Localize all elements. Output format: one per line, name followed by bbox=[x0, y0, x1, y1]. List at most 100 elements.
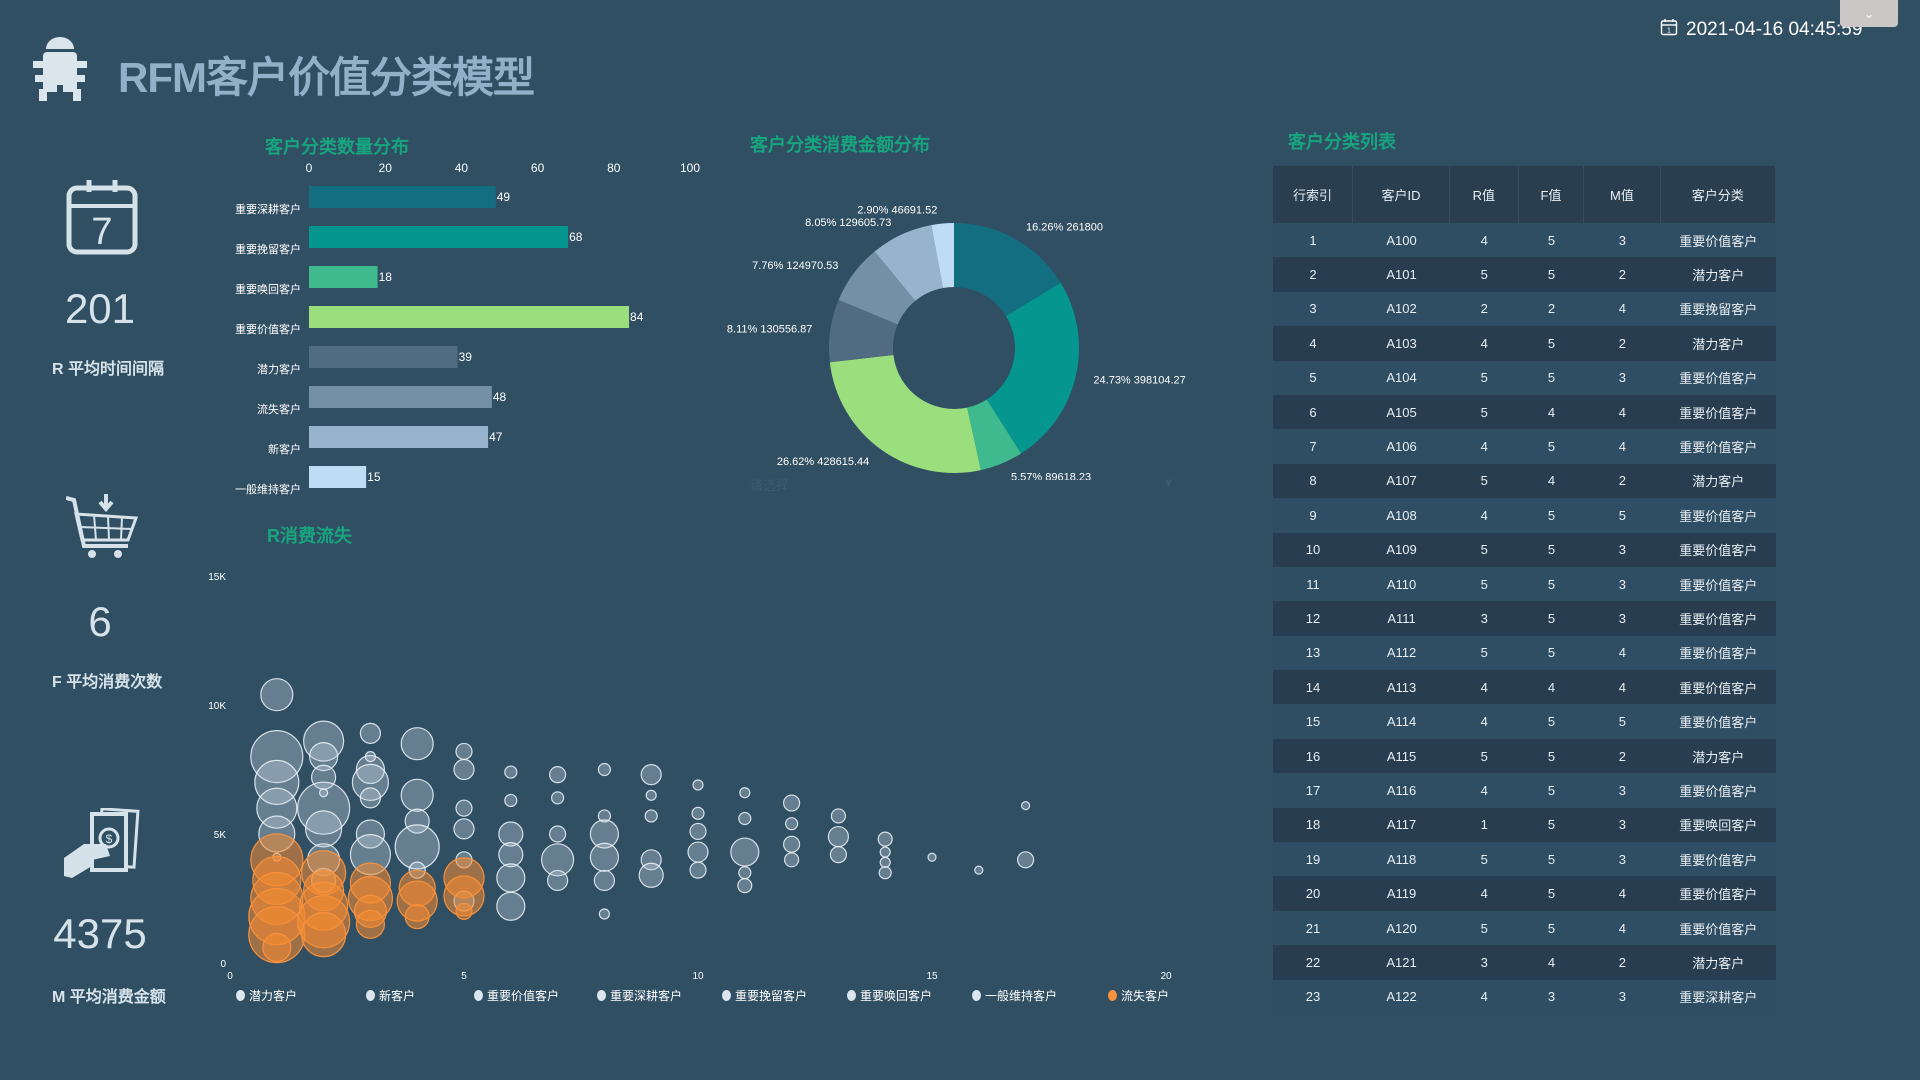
legend-item[interactable]: 重要挽留客户 bbox=[722, 987, 807, 1004]
bubble-point[interactable] bbox=[1020, 801, 1031, 811]
bubble-point[interactable] bbox=[355, 909, 385, 939]
bubble-point[interactable] bbox=[304, 810, 343, 848]
bubble-point[interactable] bbox=[830, 808, 847, 824]
bubble-point[interactable] bbox=[739, 787, 751, 799]
table-row[interactable]: 5 A104 5 5 3 重要价值客户 bbox=[1273, 360, 1776, 395]
bubble-point[interactable] bbox=[250, 730, 304, 784]
bubble-point[interactable] bbox=[692, 779, 704, 791]
table-row[interactable]: 2 A101 5 5 2 潜力客户 bbox=[1273, 257, 1776, 292]
bubble-point[interactable] bbox=[541, 843, 575, 877]
table-row[interactable]: 14 A113 4 4 4 重要价值客户 bbox=[1273, 670, 1776, 705]
bubble-point[interactable] bbox=[730, 837, 760, 867]
column-header[interactable]: M值 bbox=[1584, 166, 1661, 223]
bubble-point[interactable] bbox=[300, 912, 347, 958]
bar[interactable] bbox=[309, 466, 367, 488]
bubble-point[interactable] bbox=[549, 766, 567, 784]
table-row[interactable]: 9 A108 4 5 5 重要价值客户 bbox=[1273, 498, 1776, 533]
bubble-point[interactable] bbox=[302, 720, 345, 762]
bubble-point[interactable] bbox=[455, 799, 473, 817]
bubble-point[interactable] bbox=[738, 866, 752, 880]
legend-item[interactable]: 潜力客户 bbox=[236, 987, 297, 1004]
bubble-point[interactable] bbox=[256, 787, 298, 829]
bubble-point[interactable] bbox=[597, 809, 611, 823]
bubble-point[interactable] bbox=[640, 764, 662, 786]
table-row[interactable]: 23 A122 4 3 3 重要深耕客户 bbox=[1273, 979, 1776, 1014]
bubble-point[interactable] bbox=[308, 742, 339, 772]
bubble-point[interactable] bbox=[597, 762, 611, 777]
table-row[interactable]: 17 A116 4 5 3 重要价值客户 bbox=[1273, 773, 1776, 808]
bubble-point[interactable] bbox=[453, 818, 475, 840]
donut-slice[interactable] bbox=[986, 282, 1079, 454]
bubble-point[interactable] bbox=[498, 842, 524, 868]
bubble-point[interactable] bbox=[547, 869, 569, 892]
bubble-point[interactable] bbox=[784, 817, 799, 831]
bubble-point[interactable] bbox=[589, 819, 619, 849]
table-row[interactable]: 8 A107 5 4 2 潜力客户 bbox=[1273, 463, 1776, 499]
table-row[interactable]: 13 A112 5 5 4 重要价值客户 bbox=[1273, 635, 1776, 671]
bubble-point[interactable] bbox=[638, 862, 664, 888]
bubble-point[interactable] bbox=[455, 902, 473, 920]
table-row[interactable]: 1 A100 4 5 3 重要价值客户 bbox=[1273, 223, 1776, 258]
bar[interactable] bbox=[309, 226, 569, 248]
bar[interactable] bbox=[309, 386, 492, 408]
column-header[interactable]: F值 bbox=[1518, 166, 1585, 223]
bubble-point[interactable] bbox=[689, 822, 707, 841]
legend-item[interactable]: 重要唤回客户 bbox=[847, 987, 932, 1004]
bubble-point[interactable] bbox=[355, 754, 385, 785]
bubble-point[interactable] bbox=[589, 842, 619, 872]
collapse-tab-button[interactable]: ⌄ bbox=[1840, 0, 1898, 27]
bubble-point[interactable] bbox=[400, 778, 434, 812]
bar[interactable] bbox=[309, 266, 378, 288]
table-row[interactable]: 7 A106 4 5 4 重要价值客户 bbox=[1273, 429, 1776, 464]
table-row[interactable]: 16 A115 5 5 2 潜力客户 bbox=[1273, 738, 1776, 774]
table-row[interactable]: 10 A109 5 5 3 重要价值客户 bbox=[1273, 532, 1776, 567]
category-select[interactable]: 请选择 ▼ bbox=[750, 475, 1175, 494]
bubble-point[interactable] bbox=[355, 819, 385, 849]
table-row[interactable]: 4 A103 4 5 2 潜力客户 bbox=[1273, 326, 1776, 361]
bar[interactable] bbox=[309, 426, 489, 448]
bubble-point[interactable] bbox=[782, 794, 801, 812]
donut-slice[interactable] bbox=[874, 225, 943, 301]
legend-item[interactable]: 重要深耕客户 bbox=[597, 987, 682, 1004]
bubble-point[interactable] bbox=[782, 835, 801, 853]
donut-slice[interactable] bbox=[931, 223, 954, 289]
bubble-point[interactable] bbox=[260, 678, 294, 712]
bubble-point[interactable] bbox=[1016, 851, 1035, 869]
table-row[interactable]: 15 A114 4 5 5 重要价值客户 bbox=[1273, 704, 1776, 739]
legend-item[interactable]: 流失客户 bbox=[1108, 987, 1169, 1004]
bubble-point[interactable] bbox=[364, 751, 376, 763]
bubble-point[interactable] bbox=[687, 841, 709, 863]
bubble-point[interactable] bbox=[453, 758, 475, 781]
bubble-point[interactable] bbox=[645, 789, 657, 801]
bubble-point[interactable] bbox=[504, 793, 518, 808]
bubble-point[interactable] bbox=[738, 811, 752, 826]
bubble-point[interactable] bbox=[879, 846, 891, 858]
bar[interactable] bbox=[309, 306, 630, 328]
table-row[interactable]: 11 A110 5 5 3 重要价值客户 bbox=[1273, 566, 1776, 602]
bubble-point[interactable] bbox=[254, 759, 300, 805]
donut-slice[interactable] bbox=[954, 223, 1061, 317]
bubble-point[interactable] bbox=[927, 852, 937, 862]
column-header[interactable]: 客户ID bbox=[1353, 166, 1450, 223]
bubble-point[interactable] bbox=[404, 808, 430, 834]
bubble-point[interactable] bbox=[351, 763, 389, 801]
table-row[interactable]: 3 A102 2 2 4 重要挽留客户 bbox=[1273, 291, 1776, 327]
table-row[interactable]: 18 A117 1 5 3 重要唤回客户 bbox=[1273, 807, 1776, 843]
legend-item[interactable]: 重要价值客户 bbox=[474, 987, 559, 1004]
bubble-point[interactable] bbox=[498, 821, 524, 847]
bubble-point[interactable] bbox=[296, 781, 351, 835]
bubble-point[interactable] bbox=[877, 831, 893, 847]
table-row[interactable]: 22 A121 3 4 2 潜力客户 bbox=[1273, 945, 1776, 980]
bubble-point[interactable] bbox=[318, 788, 329, 798]
bubble-point[interactable] bbox=[829, 846, 848, 864]
bubble-point[interactable] bbox=[359, 787, 381, 809]
legend-item[interactable]: 新客户 bbox=[366, 987, 415, 1004]
bubble-point[interactable] bbox=[359, 722, 381, 744]
bubble-point[interactable] bbox=[878, 866, 892, 880]
bubble-point[interactable] bbox=[262, 932, 292, 963]
donut-slice[interactable] bbox=[829, 354, 981, 474]
table-row[interactable]: 6 A105 5 4 4 重要价值客户 bbox=[1273, 394, 1776, 430]
bubble-point[interactable] bbox=[455, 742, 473, 761]
bubble-point[interactable] bbox=[827, 825, 850, 848]
bubble-point[interactable] bbox=[593, 869, 615, 892]
